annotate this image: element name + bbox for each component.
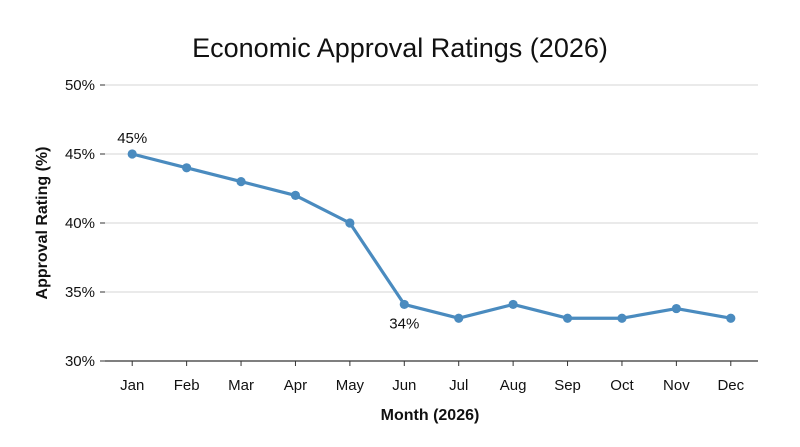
x-tick-label: Jun [392, 377, 416, 394]
y-axis-ticks: 30% 35% 40% 45% 50% [65, 77, 105, 370]
data-point [726, 313, 736, 323]
y-tick-label: 45% [65, 146, 95, 163]
data-label: 45% [117, 130, 147, 147]
x-tick-label: Jan [120, 377, 144, 394]
data-point [562, 313, 573, 323]
grid-lines [105, 84, 758, 293]
x-tick-label: Jul [449, 377, 468, 394]
data-label: 34% [389, 315, 419, 332]
x-tick-label: Sep [554, 377, 581, 394]
y-tick-label: 50% [65, 77, 95, 94]
x-axis-label: Month (2026) [381, 407, 480, 424]
y-axis-label: Approval Rating (%) [34, 147, 51, 300]
x-tick-label: Mar [228, 377, 254, 394]
x-tick-label: Nov [663, 377, 690, 394]
series-layer [127, 149, 736, 323]
x-tick-label: May [336, 377, 365, 394]
data-point [671, 303, 681, 314]
x-tick-label: Dec [717, 377, 744, 394]
x-tick-label: Aug [500, 377, 527, 394]
data-point [617, 313, 627, 323]
data-point [290, 190, 301, 200]
data-point [508, 299, 518, 310]
data-point [454, 313, 464, 323]
annotations: 45% 34% [117, 130, 419, 332]
data-point [236, 177, 246, 187]
series-line [130, 152, 733, 320]
data-point [182, 163, 192, 173]
y-tick-label: 40% [65, 215, 95, 232]
y-tick-label: 30% [65, 353, 95, 370]
x-tick-label: Apr [284, 377, 307, 394]
data-point [345, 218, 355, 228]
x-tick-label: Feb [174, 377, 200, 394]
data-point [127, 149, 137, 159]
x-tick-label: Oct [610, 377, 634, 394]
x-axis-ticks: Jan Feb Mar Apr May Jun Jul Aug Sep Oct Nov Dec [120, 361, 745, 394]
data-point [399, 299, 409, 310]
chart-title: Economic Approval Ratings (2026) [192, 33, 608, 63]
y-tick-label: 35% [65, 284, 95, 301]
